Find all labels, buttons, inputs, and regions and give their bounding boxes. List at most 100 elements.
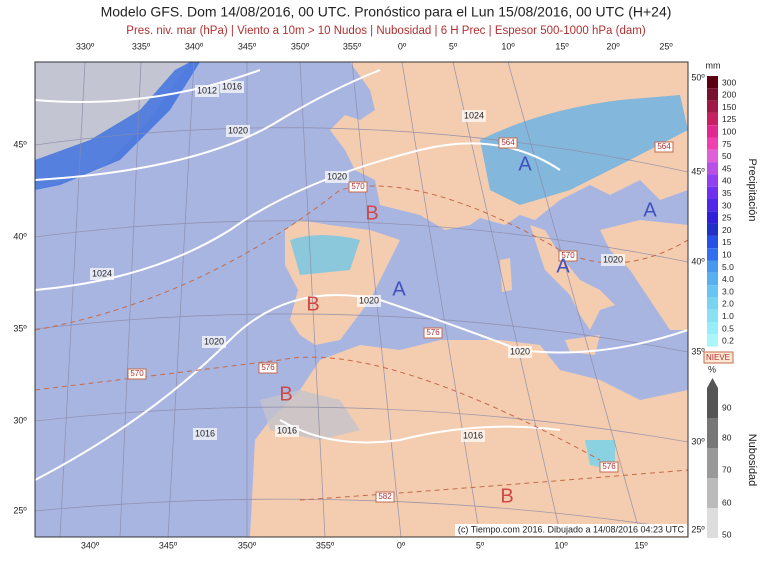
lon-label: 340º [185,41,204,51]
map-area [35,62,688,537]
lat-label: 30º [691,436,705,446]
thickness-label: 570 [351,182,365,191]
lat-label: 25º [13,505,27,515]
thickness-label-bg [423,327,443,339]
thickness-label-bg [599,461,619,473]
precip-tick: 3.0 [722,286,734,296]
isobar-label-bg [220,81,244,93]
precip-tick: 50 [722,151,732,161]
cloud-color-step [707,478,718,508]
precip-color-step [707,112,718,126]
isobar-label: 1020 [228,125,248,135]
lon-label: 0º [398,41,407,51]
isobar-label: 1020 [327,171,347,181]
precip-tick: 20 [722,225,732,235]
pressure-center: B [279,383,292,405]
precip-tick: 1.0 [722,311,734,321]
precip-color-step [707,137,718,150]
precip-tick: 45 [722,163,732,173]
precip-color-step [707,297,718,310]
precip-color-step [707,199,718,212]
thickness-label: 570 [561,251,575,260]
cloud-arrow [707,378,718,388]
lon-label: 345º [159,540,178,550]
lon-label: 5º [476,540,485,550]
cloud-tick: 60 [722,497,732,507]
pressure-center: B [365,202,378,224]
lon-label: 25º [659,41,673,51]
precip-color-step [707,125,718,138]
isobar-label: 1020 [603,254,623,264]
pressure-center: B [306,293,319,315]
cloud-color-step [707,388,718,418]
lat-label: 45º [13,139,27,149]
lon-label: 15º [555,41,569,51]
lat-label: 35º [691,346,705,356]
thickness-label-bg [654,141,674,153]
lon-label: 20º [606,41,620,51]
pressure-center: B [500,485,513,507]
title: Modelo GFS. Dom 14/08/2016, 00 UTC. Pron… [101,4,672,20]
thickness-label-bg [127,368,147,380]
precip-color-step [707,162,718,175]
precip-tick: 0.5 [722,323,734,333]
isobar-label-bg [226,125,250,137]
cloud-tick: 80 [722,432,732,442]
thickness-label: 570 [130,369,144,378]
thickness-label-bg [258,362,278,374]
precip-color-step [707,211,718,224]
lon-label: 15º [634,540,648,550]
precip-color-step [707,248,718,261]
precip-tick: 30 [722,200,732,210]
precip-color-step [707,76,718,89]
isobar-label-bg [195,85,219,97]
isobar-label: 1016 [463,430,483,440]
lon-label: 350º [291,41,310,51]
thickness-label: 564 [501,138,515,147]
isobar-label-bg [275,425,299,437]
pressure-center: A [556,255,570,277]
isobar-label: 1020 [359,295,379,305]
thickness-label: 576 [426,328,440,337]
precip-color-step [707,100,718,113]
isobar-label-bg [325,171,349,183]
precip-tick: 4.0 [722,274,734,284]
lat-label: 45º [691,166,705,176]
cloud-color-step [707,508,718,538]
precip-color-step [707,322,718,335]
lat-label: 35º [13,323,27,333]
lat-label: 25º [691,524,705,534]
cloud-unit: % [708,364,716,374]
isobar-label-bg [202,336,226,348]
isobar-label-bg [357,295,381,307]
precip-color-step [707,334,718,347]
thickness-label: 564 [657,142,671,151]
lon-label: 355º [316,540,335,550]
precip-color-step [707,88,718,101]
lon-label: 330º [76,41,95,51]
precip-tick: 75 [722,139,732,149]
pressure-center: A [518,153,532,175]
precip-color-step [707,149,718,163]
precip-tick: 5.0 [722,262,734,272]
isobar-label-bg [462,110,486,122]
precip-tick: 40 [722,176,732,186]
pressure-center: A [643,199,657,221]
isobar-label: 1024 [92,268,112,278]
precip-tick: 125 [722,114,736,124]
snow-label: NIEVE [706,353,730,362]
isobar-label: 1012 [197,85,217,95]
cloud-tick: 90 [722,402,732,412]
pressure-center: A [392,278,406,300]
isobar-label: 1016 [195,428,215,438]
credit-bg [455,524,687,536]
cloud-tick: 70 [722,464,732,474]
precip-tick: 25 [722,213,732,223]
lon-label: 345º [238,41,257,51]
thickness-label: 582 [378,492,392,501]
isobar-label: 1024 [464,110,484,120]
thickness-label-bg [558,250,578,262]
cloud-tick: 50 [722,529,732,539]
thickness-label-bg [375,491,395,503]
precip-color-step [707,235,718,249]
